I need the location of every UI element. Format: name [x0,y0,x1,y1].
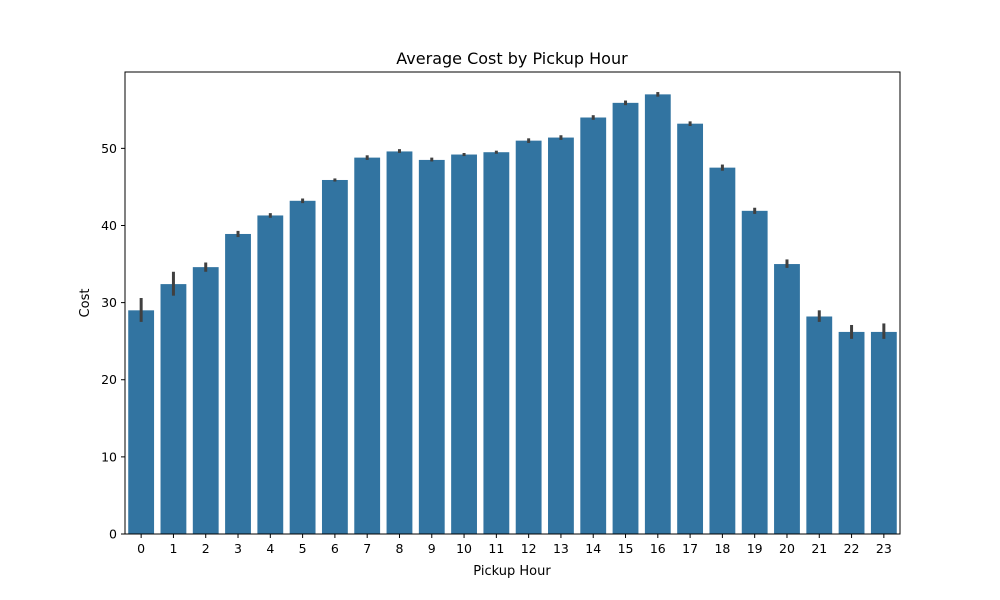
bar-hour-5 [289,200,316,534]
errorbars-group [139,92,886,339]
x-tick-label-20: 20 [779,541,795,556]
x-tick-label-11: 11 [488,541,504,556]
x-tick-label-4: 4 [266,541,274,556]
y-axis-label: Cost [78,289,93,318]
bar-hour-21 [806,316,833,534]
chart-title: Average Cost by Pickup Hour [396,49,628,68]
x-tick-label-6: 6 [331,541,339,556]
x-tick-label-18: 18 [714,541,730,556]
y-tick-label-20: 20 [101,372,117,387]
bar-hour-14 [580,117,607,534]
x-tick-label-23: 23 [876,541,892,556]
x-tick-label-2: 2 [202,541,210,556]
x-axis: 0 1 2 3 4 5 6 7 8 9 10 11 12 13 14 15 16 17 18 19 20 21 22 23 [137,534,892,556]
bar-hour-12 [515,140,542,534]
bars-group [128,94,897,535]
x-tick-label-5: 5 [299,541,307,556]
bar-hour-16 [644,94,671,534]
bar-hour-11 [483,152,510,534]
x-tick-label-3: 3 [234,541,242,556]
x-tick-label-14: 14 [585,541,601,556]
bar-hour-7 [354,157,381,535]
x-tick-label-8: 8 [396,541,404,556]
plot-frame [124,71,901,535]
y-tick-label-50: 50 [101,141,117,156]
x-tick-label-17: 17 [682,541,698,556]
bar-hour-3 [225,233,251,534]
bar-hour-9 [418,159,445,534]
bar-hour-23 [870,331,897,534]
bar-hour-13 [548,137,574,534]
bar-hour-18 [709,167,736,534]
x-tick-label-12: 12 [521,541,537,556]
x-tick-label-9: 9 [428,541,436,556]
x-tick-label-22: 22 [844,541,860,556]
bar-hour-8 [386,151,413,535]
bar-hour-22 [838,331,865,534]
x-tick-label-16: 16 [650,541,666,556]
x-axis-label: Pickup Hour [473,564,551,579]
bar-hour-17 [677,123,704,535]
x-tick-label-10: 10 [456,541,472,556]
y-tick-label-0: 0 [109,527,117,542]
x-tick-label-21: 21 [811,541,827,556]
bar-hour-19 [741,210,768,534]
x-tick-label-15: 15 [618,541,634,556]
bar-hour-6 [321,179,348,534]
y-tick-label-10: 10 [101,449,117,464]
bar-hour-0 [128,310,155,534]
x-tick-label-7: 7 [363,541,371,556]
y-tick-label-40: 40 [101,218,117,233]
y-tick-label-30: 30 [101,295,117,310]
bar-hour-20 [774,264,800,534]
bar-hour-10 [451,154,477,535]
x-tick-label-19: 19 [747,541,763,556]
bar-hour-1 [160,284,187,534]
bar-hour-15 [612,102,639,535]
x-tick-label-13: 13 [553,541,569,556]
x-tick-label-0: 0 [137,541,145,556]
bar-hour-2 [192,267,219,534]
y-axis: 0 10 20 30 40 50 [101,141,125,542]
x-tick-label-1: 1 [169,541,177,556]
bar-hour-4 [257,215,284,534]
